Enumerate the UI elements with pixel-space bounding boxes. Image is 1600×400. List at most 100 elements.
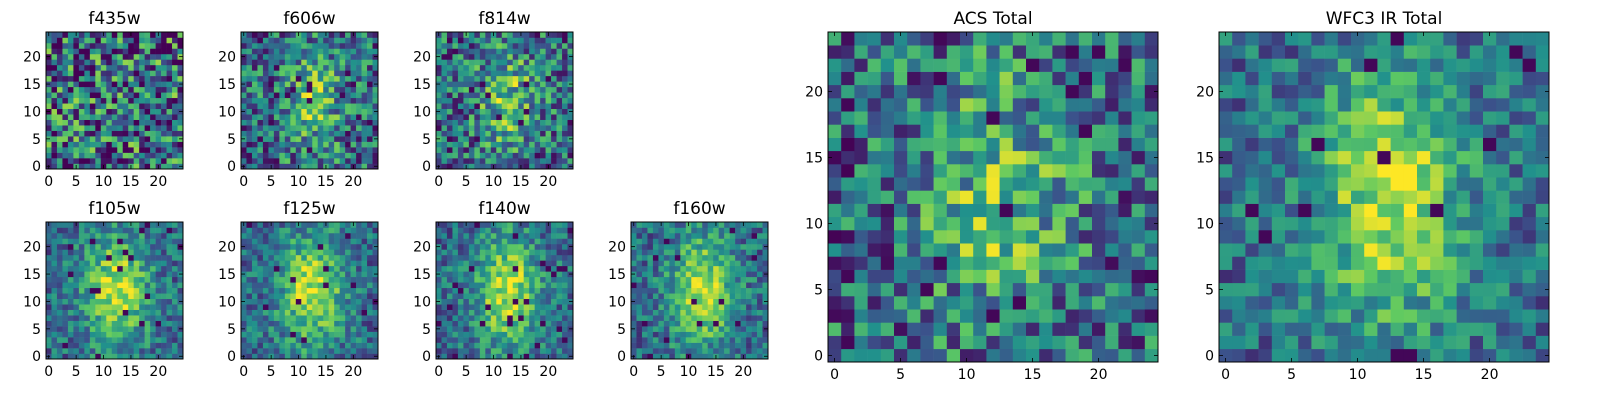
heatmap-cell	[84, 152, 91, 159]
heatmap-cell	[933, 335, 948, 350]
heatmap-cell	[328, 64, 335, 71]
heatmap-cell	[257, 238, 264, 245]
heatmap-cell	[452, 353, 459, 360]
heatmap-cell	[707, 287, 714, 294]
heatmap-cell	[268, 304, 275, 310]
heatmap-cell	[436, 238, 442, 245]
heatmap-cell	[567, 75, 574, 82]
heatmap-cell	[150, 353, 156, 360]
heatmap-cell	[729, 227, 736, 234]
heatmap-cell	[133, 331, 140, 338]
heatmap-cell	[284, 125, 291, 131]
heatmap-cell	[67, 32, 74, 38]
heatmap-cell	[73, 48, 80, 55]
heatmap-cell	[246, 114, 253, 120]
heatmap-cell	[501, 271, 508, 278]
heatmap-cell	[367, 232, 373, 239]
heatmap-cell	[652, 315, 659, 321]
heatmap-cell	[78, 232, 85, 239]
heatmap-cell	[960, 230, 974, 244]
heatmap-cell	[139, 227, 145, 234]
heatmap-cell	[241, 158, 247, 164]
heatmap-cell	[636, 348, 643, 354]
heatmap-cell	[273, 37, 280, 44]
heatmap-cell	[268, 81, 275, 88]
heatmap-cell	[144, 238, 151, 245]
heatmap-cell	[501, 59, 508, 66]
heatmap-cell	[367, 315, 373, 321]
heatmap-cell	[367, 276, 373, 283]
heatmap-cell	[339, 119, 346, 126]
heatmap-cell	[279, 64, 286, 71]
heatmap-cell	[551, 136, 557, 142]
heatmap-cell	[463, 342, 470, 349]
heatmap-cell	[474, 64, 481, 71]
heatmap-cell	[89, 81, 96, 88]
heatmap-cell	[317, 260, 324, 267]
heatmap-cell	[312, 254, 319, 261]
heatmap-cell	[457, 64, 464, 71]
heatmap-cell	[345, 309, 351, 316]
heatmap-cell	[62, 147, 69, 153]
heatmap-cell	[273, 320, 280, 327]
heatmap-cell	[84, 158, 91, 164]
heatmap-cell	[155, 92, 162, 99]
heatmap-cell	[960, 309, 974, 323]
heatmap-cell	[251, 92, 258, 99]
heatmap-cell	[367, 92, 373, 99]
heatmap-cell	[139, 254, 145, 261]
heatmap-cell	[100, 227, 107, 234]
heatmap-cell	[323, 287, 329, 294]
heatmap-cell	[106, 304, 113, 310]
heatmap-cell	[301, 114, 308, 120]
heatmap-cell	[177, 232, 184, 239]
heatmap-cell	[100, 158, 107, 164]
heatmap-cell	[973, 282, 987, 297]
heatmap-cell	[746, 326, 752, 332]
heatmap-cell	[155, 152, 162, 159]
heatmap-cell	[562, 81, 568, 88]
heatmap-cell	[100, 147, 107, 153]
heatmap-cell	[946, 190, 961, 204]
heatmap-cell	[334, 141, 340, 148]
heatmap-cell	[507, 108, 514, 115]
heatmap-cell	[867, 309, 882, 323]
y-tick-label: 10	[23, 294, 41, 310]
heatmap-cell	[257, 320, 264, 327]
heatmap-cell	[446, 163, 453, 170]
heatmap-cell	[1092, 230, 1106, 244]
heatmap-cell	[562, 265, 568, 272]
heatmap-cell	[1026, 177, 1040, 191]
heatmap-cell	[356, 331, 362, 338]
heatmap-cell	[490, 276, 497, 283]
heatmap-cell	[334, 75, 340, 82]
heatmap-cell	[907, 230, 921, 244]
heatmap-cell	[762, 320, 769, 327]
heatmap-cell	[290, 53, 297, 60]
heatmap-cell	[312, 114, 319, 120]
heatmap-cell	[284, 348, 291, 354]
heatmap-cell	[735, 304, 741, 310]
heatmap-cell	[441, 59, 448, 66]
heatmap-cell	[290, 243, 297, 250]
heatmap-cell	[540, 260, 546, 267]
heatmap-cell	[468, 152, 475, 159]
heatmap-cell	[986, 177, 1000, 191]
heatmap-cell	[485, 97, 492, 104]
heatmap-cell	[106, 298, 113, 305]
heatmap-cell	[139, 147, 145, 153]
heatmap-cell	[529, 353, 535, 360]
heatmap-cell	[328, 260, 335, 267]
heatmap-cell	[62, 265, 69, 272]
heatmap-cell	[545, 271, 552, 278]
heatmap-cell	[301, 32, 308, 38]
heatmap-cell	[441, 293, 448, 300]
heatmap-cell	[62, 53, 69, 60]
heatmap-cell	[534, 158, 541, 164]
heatmap-cell	[441, 342, 448, 349]
heatmap-cell	[529, 75, 535, 82]
heatmap-cell	[457, 53, 464, 60]
heatmap-cell	[702, 348, 709, 354]
heatmap-cell	[854, 203, 868, 218]
heatmap-cell	[894, 150, 908, 165]
